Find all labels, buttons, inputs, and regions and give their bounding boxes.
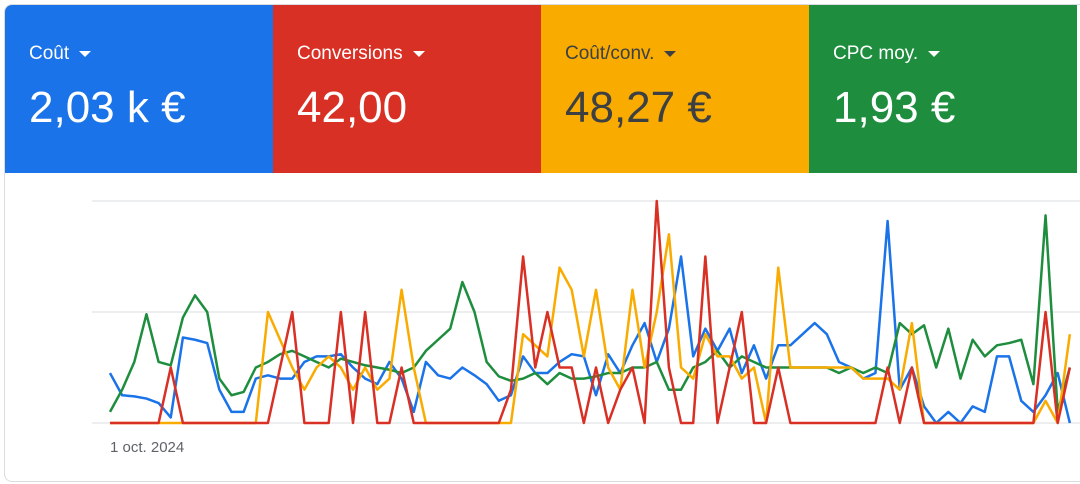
- legend-label: Coût/conv.: [565, 43, 655, 64]
- metric-value: 42,00: [297, 83, 408, 132]
- performance-panel: Coût 2,03 k € Conversions 42,00 Coût/conv. 48…: [4, 4, 1080, 482]
- metric-card[interactable]: CPC moy. 1,93 €: [809, 5, 1077, 173]
- series-line: [110, 199, 1072, 425]
- metric-card[interactable]: Coût 2,03 k €: [5, 5, 273, 173]
- metric-title[interactable]: CPC moy.: [833, 43, 941, 65]
- x-tick-label: 1 oct. 2024: [110, 439, 184, 456]
- legend-label: Coût: [29, 43, 70, 64]
- dropdown-arrow[interactable]: [79, 50, 92, 57]
- series-line: [110, 233, 1072, 425]
- metric-value: 2,03 k €: [29, 83, 186, 132]
- metric-value: 1,93 €: [833, 83, 956, 132]
- legend-label: CPC moy.: [833, 43, 919, 64]
- metric-title[interactable]: Coût/conv.: [565, 43, 677, 65]
- dropdown-arrow[interactable]: [928, 50, 941, 57]
- metric-value: 48,27 €: [565, 83, 712, 132]
- dropdown-arrow[interactable]: [412, 50, 425, 57]
- legend-label: Conversions: [297, 43, 403, 64]
- metric-card[interactable]: Conversions 42,00: [273, 5, 541, 173]
- metric-title[interactable]: Coût: [29, 43, 92, 65]
- metric-title[interactable]: Conversions: [297, 43, 425, 65]
- metric-card[interactable]: Coût/conv. 48,27 €: [541, 5, 809, 173]
- dropdown-arrow[interactable]: [664, 50, 677, 57]
